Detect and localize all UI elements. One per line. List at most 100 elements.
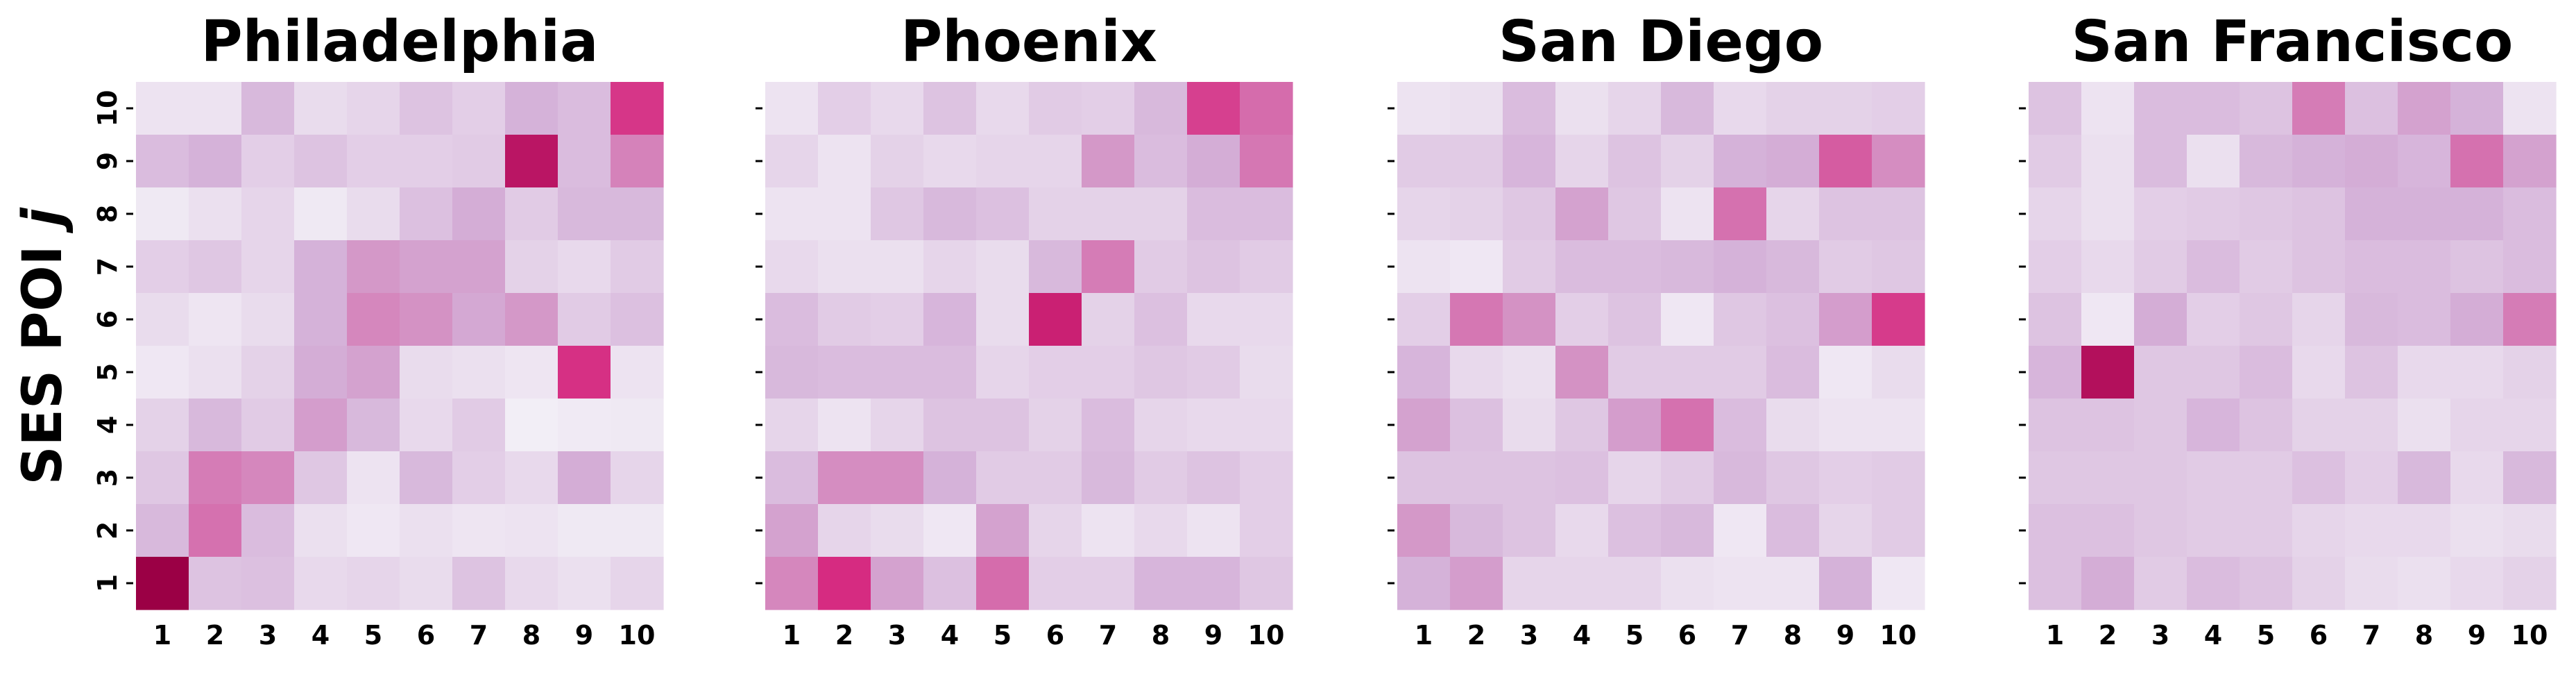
heatmap-cell — [1082, 82, 1135, 135]
heatmap-cell — [871, 451, 924, 505]
heatmap-cell — [400, 293, 453, 346]
heatmap-cell — [1397, 399, 1451, 452]
heatmap-cell — [2240, 346, 2293, 399]
heatmap-cell — [2345, 504, 2398, 558]
x-tick-label: 2 — [1467, 620, 1485, 651]
heatmap-cell — [1714, 504, 1767, 558]
heatmap-cell — [505, 82, 558, 135]
x-tick-label: 10 — [2511, 620, 2548, 651]
heatmap-cell — [189, 135, 242, 188]
heatmap-cell — [189, 504, 242, 558]
x-tick-label: 6 — [1046, 620, 1064, 651]
heatmap-cell — [1608, 82, 1662, 135]
heatmap-cell — [1819, 293, 1873, 346]
heatmap-cell — [2292, 82, 2346, 135]
heatmap-cell — [2240, 451, 2293, 505]
heatmap-cell — [923, 346, 977, 399]
heatmap-cell — [1766, 451, 1820, 505]
heatmap-cell — [400, 346, 453, 399]
heatmap-cell — [136, 82, 189, 135]
x-tick-label: 6 — [2310, 620, 2328, 651]
heatmap-cell — [2240, 187, 2293, 241]
heatmap-cell — [2398, 135, 2451, 188]
heatmap-cell — [1766, 504, 1820, 558]
heatmap-cell — [189, 82, 242, 135]
heatmap-cell — [1397, 346, 1451, 399]
heatmap-cell — [2450, 82, 2504, 135]
heatmap-cell — [1397, 451, 1451, 505]
heatmap-cell — [347, 557, 400, 610]
heatmap-cell — [347, 451, 400, 505]
heatmap-cell — [2029, 557, 2082, 610]
heatmap-cell — [2292, 346, 2346, 399]
heatmap-cell — [1766, 135, 1820, 188]
heatmap-cell — [1240, 504, 1293, 558]
heatmap-cell — [294, 557, 348, 610]
heatmap-cell — [400, 557, 453, 610]
heatmap-cell — [871, 240, 924, 294]
heatmap-cell — [611, 399, 664, 452]
heatmap-cell — [923, 187, 977, 241]
heatmap-cell — [1819, 82, 1873, 135]
heatmap-cell — [1134, 399, 1188, 452]
heatmap-cell — [2134, 557, 2187, 610]
heatmap-cell — [2345, 82, 2398, 135]
heatmap-cell — [765, 451, 819, 505]
heatmap-cell — [1555, 187, 1609, 241]
heatmap-cell — [1872, 504, 1925, 558]
heatmap-cell — [1397, 187, 1451, 241]
heatmap-cell — [1503, 504, 1556, 558]
x-tick-label: 5 — [364, 620, 382, 651]
heatmap-cell — [241, 451, 295, 505]
heatmap-cell — [1240, 187, 1293, 241]
heatmap-cell — [136, 293, 189, 346]
panel-title: San Francisco — [2072, 9, 2514, 75]
heatmap-cell — [611, 187, 664, 241]
heatmap-cell — [2081, 82, 2135, 135]
heatmap-cell — [2398, 557, 2451, 610]
x-tick-label: 3 — [2151, 620, 2169, 651]
heatmap-cell — [452, 240, 506, 294]
heatmap-cell — [1082, 399, 1135, 452]
heatmap-cell — [1397, 240, 1451, 294]
heatmap-cell — [1661, 504, 1714, 558]
heatmap-cell — [976, 293, 1030, 346]
heatmap-cell — [1029, 504, 1082, 558]
heatmap-cell — [241, 399, 295, 452]
x-tick-label: 4 — [2204, 620, 2222, 651]
heatmap-cell — [923, 451, 977, 505]
heatmap-cell — [2081, 504, 2135, 558]
heatmap-cell — [923, 557, 977, 610]
heatmap-cell — [1503, 135, 1556, 188]
x-tick-label: 7 — [1099, 620, 1117, 651]
heatmap-cell — [1240, 399, 1293, 452]
heatmap-cell — [189, 399, 242, 452]
heatmap-cell — [1766, 557, 1820, 610]
heatmap-panel: Philadelphia 1 2 3 4 5 6 7 8 9 10 1 2 3 4 5 6 7 8 9 10 — [92, 9, 664, 651]
heatmap-cell — [452, 135, 506, 188]
heatmap-cell — [505, 135, 558, 188]
y-tick-label: 4 — [92, 416, 123, 434]
heatmap-cell — [1714, 451, 1767, 505]
heatmap-cell — [452, 451, 506, 505]
heatmap-cell — [1555, 293, 1609, 346]
heatmap-cell — [400, 240, 453, 294]
y-tick-label: 3 — [92, 469, 123, 487]
x-tick-label: 9 — [1836, 620, 1854, 651]
heatmap-cell — [2081, 240, 2135, 294]
heatmap-cell — [1872, 135, 1925, 188]
heatmap-cell — [2134, 399, 2187, 452]
heatmap-cell — [818, 399, 871, 452]
heatmap-cell — [1134, 346, 1188, 399]
heatmap-cell — [1240, 451, 1293, 505]
heatmap-cell — [2292, 293, 2346, 346]
heatmap-cell — [1872, 293, 1925, 346]
heatmap-cell — [976, 399, 1030, 452]
heatmap-cell — [2450, 346, 2504, 399]
heatmap-cell — [2081, 557, 2135, 610]
heatmap-cell — [136, 451, 189, 505]
heatmap-cell — [558, 557, 611, 610]
heatmap-cell — [347, 82, 400, 135]
heatmap-panel: Phoenix 1 2 3 4 5 6 7 8 9 10 — [756, 9, 1293, 651]
heatmap-cell — [976, 135, 1030, 188]
